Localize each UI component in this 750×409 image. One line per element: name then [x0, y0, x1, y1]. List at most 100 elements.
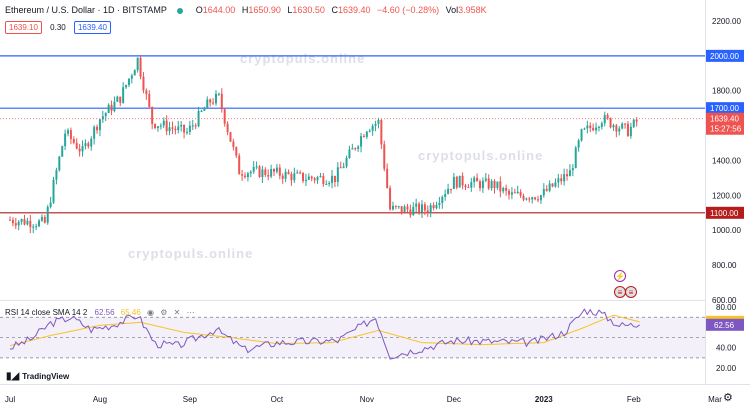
volume-label: Vol — [445, 5, 459, 15]
candle-body — [38, 220, 41, 227]
sell-button[interactable]: 1639.10 — [5, 21, 42, 34]
candle-body — [406, 206, 409, 210]
candle-body — [612, 125, 615, 128]
brand-name: TradingView — [22, 372, 70, 381]
candle-body — [354, 148, 357, 150]
candle-body — [600, 123, 603, 127]
watermark: cryptopuls.online — [418, 148, 543, 163]
change-value: −4.60 (−0.28%) — [377, 5, 440, 15]
candle-body — [40, 217, 43, 221]
candle-body — [525, 198, 528, 200]
candle-body — [304, 179, 307, 182]
candle-body — [490, 181, 493, 189]
candle-body — [452, 176, 455, 189]
candle-body — [52, 179, 55, 203]
market-status-icon — [177, 7, 184, 14]
candle-body — [522, 195, 525, 200]
tradingview-logo[interactable]: ▮◢ TradingView — [6, 371, 69, 382]
candle-body — [191, 125, 194, 127]
us-flag-icon[interactable]: ≡ — [625, 286, 637, 298]
candle-body — [278, 167, 281, 176]
candle-body — [473, 177, 476, 183]
gear-icon[interactable]: ⚙ — [723, 392, 733, 404]
candle-body — [383, 144, 386, 169]
bar-countdown: 15:27:56 — [710, 125, 742, 134]
rsi-value-tag — [706, 318, 744, 331]
candle-body — [90, 138, 93, 147]
settings-icon[interactable]: ⚙ — [160, 308, 168, 317]
candle-body — [484, 178, 487, 181]
eye-icon[interactable]: ◉ — [147, 308, 155, 317]
candle-body — [328, 182, 331, 184]
candle-body — [534, 197, 537, 200]
candle-body — [148, 94, 151, 107]
time-tick-label: Nov — [360, 395, 374, 404]
candle-body — [101, 116, 104, 120]
candle-body — [107, 104, 110, 114]
symbol-title[interactable]: Ethereum / U.S. Dollar · 1D · BITSTAMP — [5, 5, 167, 15]
close-value: 1639.40 — [337, 5, 371, 15]
candle-body — [444, 193, 447, 197]
candle-body — [171, 127, 174, 129]
candle-body — [127, 78, 130, 85]
close-label: C — [331, 5, 338, 15]
candle-body — [235, 147, 238, 156]
candle-body — [142, 76, 145, 91]
candle-body — [336, 167, 339, 182]
candle-body — [551, 183, 554, 187]
candle-body — [319, 175, 322, 178]
candle-body — [487, 178, 490, 189]
spread-value: 0.30 — [50, 23, 66, 32]
price-tick-label: 600.00 — [712, 296, 737, 305]
candle-body — [168, 127, 171, 132]
candle-body — [244, 175, 246, 177]
candle-body — [32, 226, 35, 228]
rsi-legend[interactable]: RSI 14 close SMA 14 2 62.56 65.46 ◉ ⚙ ✕ … — [5, 308, 195, 317]
level-price-tag — [706, 49, 744, 62]
candle-body — [461, 175, 464, 186]
candle-body — [29, 220, 32, 228]
candle-body — [238, 155, 241, 175]
candle-body — [125, 84, 128, 88]
candle-body — [455, 176, 458, 188]
lightning-icon[interactable]: ⚡ — [614, 270, 626, 282]
candle-body — [316, 177, 319, 181]
candle-body — [232, 141, 235, 148]
candle-body — [360, 136, 363, 147]
candle-body — [78, 148, 81, 152]
candle-body — [568, 170, 571, 177]
candle-body — [415, 203, 418, 207]
open-value: 1644.00 — [202, 5, 236, 15]
price-tick-label: 1800.00 — [712, 87, 741, 96]
candle-body — [595, 127, 598, 131]
more-icon[interactable]: ⋯ — [186, 308, 195, 317]
candle-body — [574, 147, 577, 169]
candle-body — [464, 185, 467, 188]
close-icon[interactable]: ✕ — [173, 308, 181, 317]
buy-button[interactable]: 1639.40 — [73, 21, 111, 34]
low-label: L — [287, 5, 293, 15]
candle-body — [409, 209, 412, 216]
low-value: 1630.50 — [292, 5, 325, 15]
candle-body — [307, 176, 310, 180]
candle-body — [325, 183, 328, 185]
candle-body — [345, 157, 348, 167]
level-price-tag — [706, 206, 744, 219]
candle-body — [159, 125, 162, 127]
candle-body — [299, 172, 302, 174]
candle-body — [441, 196, 444, 203]
high-value: 1650.90 — [248, 5, 281, 15]
candle-body — [519, 191, 522, 196]
candle-body — [273, 169, 276, 172]
candle-body — [479, 181, 481, 189]
candle-body — [154, 123, 157, 129]
candle-body — [458, 175, 461, 188]
candle-body — [206, 99, 209, 109]
candle-body — [75, 142, 78, 149]
quote-bar: 1639.10 0.30 1639.40 — [5, 21, 111, 34]
candle-body — [380, 120, 383, 145]
candle-body — [264, 169, 267, 175]
sma-line — [9, 314, 640, 347]
us-flag-icon[interactable]: ≡ — [614, 286, 626, 298]
